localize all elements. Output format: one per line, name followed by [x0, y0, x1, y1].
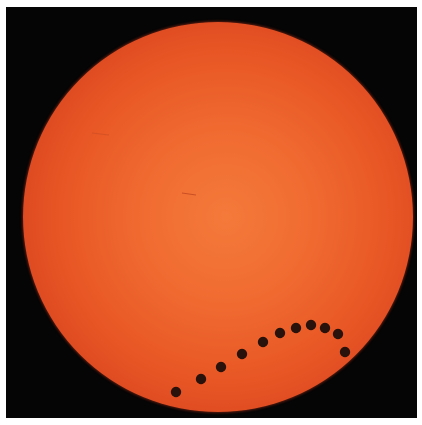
- venus-dot: [274, 327, 286, 339]
- venus-dot: [257, 336, 269, 348]
- venus-dot: [332, 328, 344, 340]
- sunspot-streak: [91, 132, 110, 136]
- venus-dot: [170, 386, 182, 398]
- venus-dot: [305, 319, 317, 331]
- venus-dot: [290, 322, 302, 334]
- venus-dot: [319, 322, 331, 334]
- venus-dot: [339, 346, 351, 358]
- sunspot-streak: [181, 192, 197, 196]
- photo-frame: [6, 7, 417, 418]
- venus-transit-path: [91, 132, 351, 398]
- venus-dot: [236, 348, 248, 360]
- venus-dot: [215, 361, 227, 373]
- venus-dot: [195, 373, 207, 385]
